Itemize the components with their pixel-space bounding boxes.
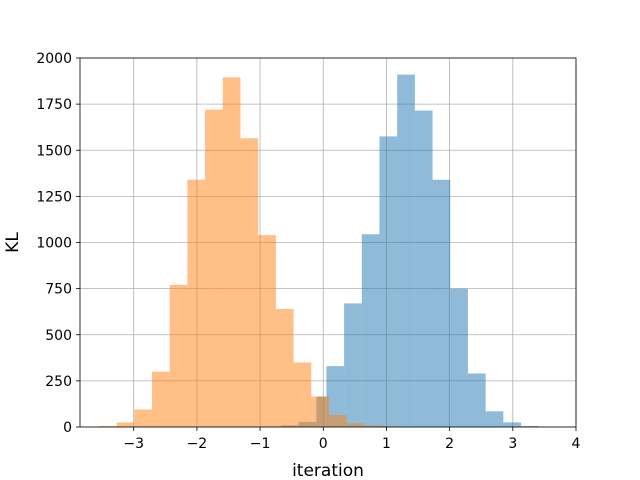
histogram-bar bbox=[328, 415, 347, 427]
x-axis-label: iteration bbox=[292, 461, 364, 480]
histogram-bar bbox=[521, 426, 539, 427]
y-tick-label: 1250 bbox=[36, 189, 72, 205]
histogram-bar bbox=[205, 109, 223, 427]
histogram-bar bbox=[364, 425, 383, 427]
y-tick-label: 500 bbox=[45, 328, 72, 344]
histogram-bar bbox=[379, 136, 398, 427]
histogram-bar bbox=[503, 422, 522, 427]
x-tick-label: 1 bbox=[382, 436, 391, 452]
histogram-bar bbox=[326, 366, 345, 427]
x-tick-label: −2 bbox=[187, 436, 208, 452]
x-tick-label: −1 bbox=[250, 436, 271, 452]
histogram-bar bbox=[311, 396, 329, 427]
histogram-bar bbox=[293, 362, 312, 427]
histogram-bar bbox=[258, 235, 276, 427]
x-tick-label: −3 bbox=[123, 436, 144, 452]
histogram-bar bbox=[240, 138, 259, 427]
histogram-bar bbox=[116, 422, 135, 427]
histogram-bar bbox=[485, 411, 504, 427]
y-tick-label: 0 bbox=[63, 420, 72, 436]
histogram-bar bbox=[134, 409, 153, 427]
series-blue-bars bbox=[263, 74, 539, 428]
histogram-bar bbox=[275, 308, 294, 427]
x-tick-label: 3 bbox=[508, 436, 517, 452]
axis-ticks: −3 −2 −1 0 1 2 3 4 0 250 500 750 1000 1250 1500 1750 200… bbox=[36, 51, 580, 452]
histogram-bar bbox=[187, 179, 206, 427]
histogram-bar bbox=[169, 284, 188, 427]
x-tick-label: 4 bbox=[572, 436, 581, 452]
y-tick-label: 750 bbox=[45, 282, 72, 298]
histogram-bar bbox=[467, 373, 486, 427]
y-tick-label: 250 bbox=[45, 374, 72, 390]
histogram-bar bbox=[414, 110, 433, 428]
histogram-bar bbox=[98, 426, 117, 427]
y-tick-label: 1750 bbox=[36, 97, 72, 113]
y-tick-label: 1000 bbox=[36, 236, 72, 252]
x-tick-label: 0 bbox=[319, 436, 328, 452]
x-tick-label: 2 bbox=[445, 436, 454, 452]
histogram-bar bbox=[222, 77, 241, 427]
histogram-bar bbox=[432, 179, 451, 427]
histogram-bar bbox=[397, 74, 415, 427]
histogram-bar bbox=[344, 303, 362, 427]
y-tick-label: 2000 bbox=[36, 51, 72, 67]
histogram-bar bbox=[152, 371, 170, 427]
histogram-bar bbox=[361, 234, 380, 427]
histogram-bar bbox=[450, 288, 468, 427]
y-axis-label: KL bbox=[3, 232, 23, 253]
y-tick-label: 1500 bbox=[36, 143, 72, 159]
series-orange-bars bbox=[98, 77, 453, 427]
histogram-bar bbox=[346, 423, 365, 427]
